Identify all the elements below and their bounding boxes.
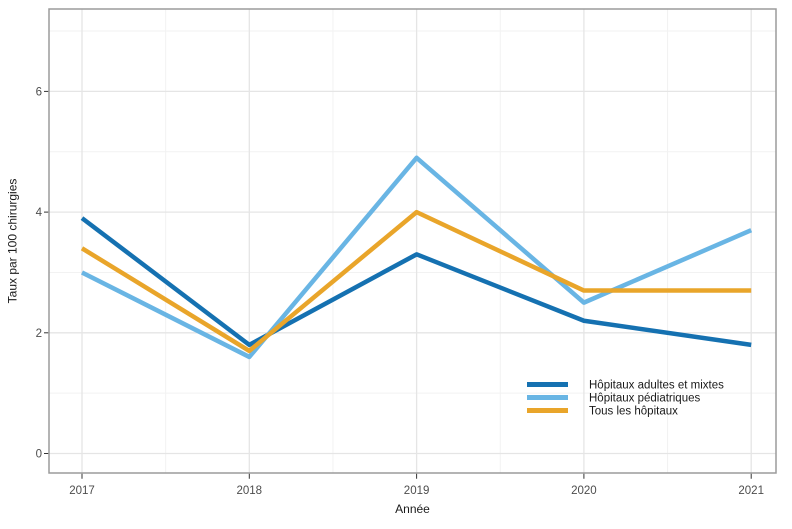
axis-ticks [44,90,752,479]
gridlines-minor [49,9,776,473]
x-tick-label: 2017 [69,485,95,497]
panel-border [48,8,777,474]
legend-label: Tous les hôpitaux [589,406,678,418]
data-series [80,155,753,360]
legend-item: Hôpitaux adultes et mixtes [527,380,724,392]
legend-item: Hôpitaux pédiatriques [527,393,700,405]
y-tick-label: 6 [36,86,42,98]
x-tick-label: 2021 [738,485,764,497]
legend-label: Hôpitaux pédiatriques [589,393,700,405]
series-line [80,216,752,348]
x-axis-title: Année [395,502,430,516]
y-tick-label: 2 [36,328,42,340]
legend-item: Tous les hôpitaux [527,406,678,418]
x-tick-label: 2019 [404,485,430,497]
y-tick-label: 0 [36,449,42,461]
series-line [80,209,752,354]
y-tick-label: 4 [36,207,43,219]
legend-label: Hôpitaux adultes et mixtes [589,380,724,392]
series-line [80,155,753,360]
x-tick-label: 2018 [237,485,263,497]
axis-tick-labels: 2017 2018 2019 2020 2021 0 2 4 6 [36,86,764,497]
y-axis-title: Taux par 100 chirurgies [6,179,20,304]
x-tick-label: 2020 [571,485,597,497]
